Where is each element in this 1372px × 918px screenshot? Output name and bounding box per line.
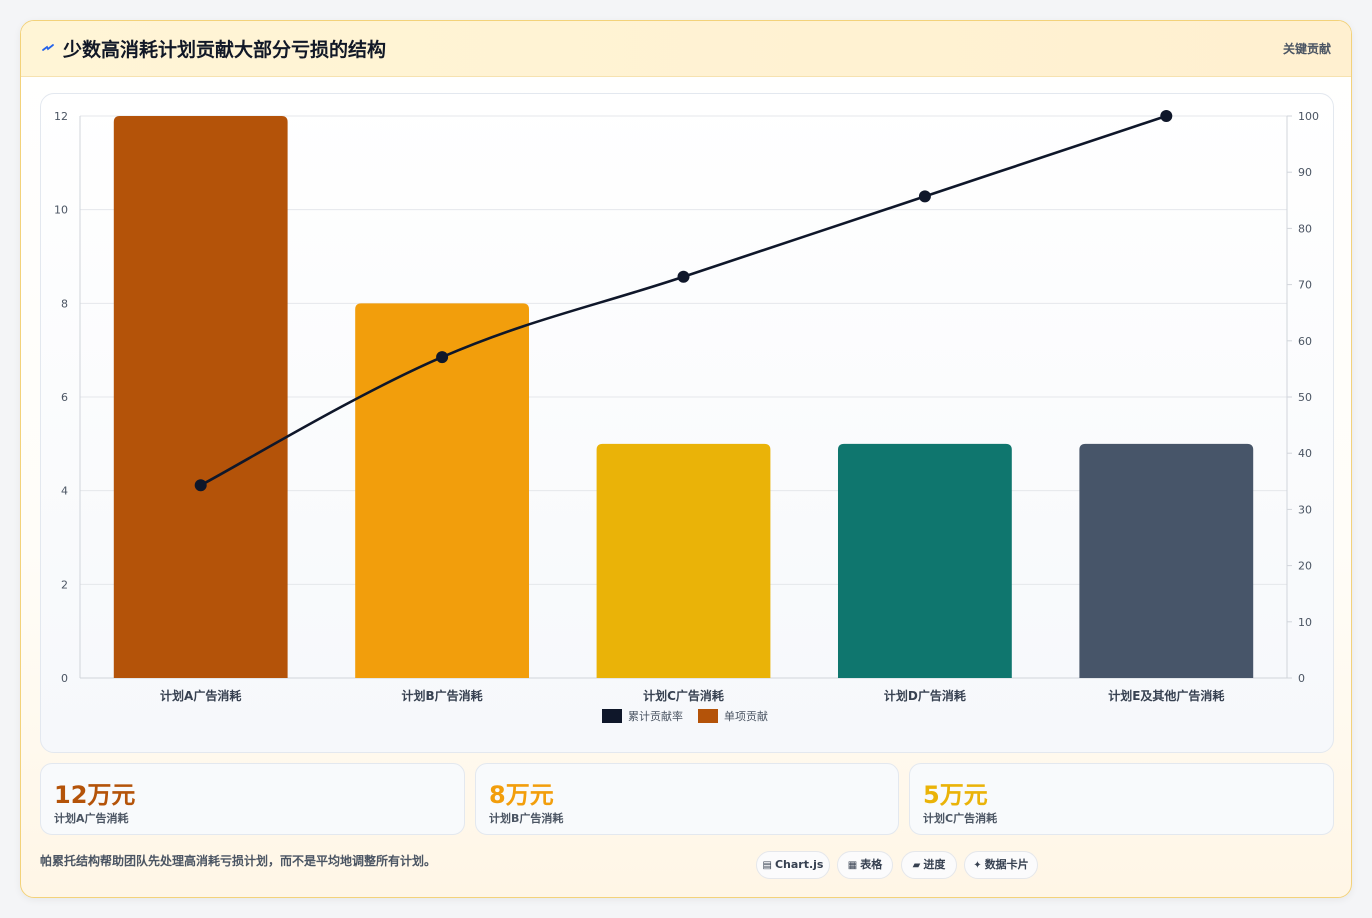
x-tick-label: 计划B广告消耗 [402, 688, 483, 703]
y-tick-label: 2 [61, 578, 68, 591]
legend-label: 累计贡献率 [628, 709, 683, 723]
y2-tick-label: 70 [1298, 279, 1312, 292]
bar [1079, 443, 1254, 678]
cumulative-point [194, 479, 207, 492]
sparkle-icon: ✦ [973, 860, 982, 871]
chip-label: 进度 [923, 858, 946, 871]
stat-value: 5万元 [923, 781, 988, 809]
cumulative-point [1160, 110, 1173, 122]
key-contribution-tag: 关键贡献 [1282, 42, 1331, 56]
stat-label: 计划B广告消耗 [489, 812, 564, 825]
chart-panel: 0 2 4 6 8 10 12 0 10 20 30 40 50 60 70 80 90 100 计划A广告消耗 计划… [40, 93, 1334, 753]
y-tick-label: 6 [61, 391, 68, 404]
x-tick-label: 计划D广告消耗 [884, 688, 966, 703]
chip-chartjs[interactable]: ▤ Chart.js [756, 851, 830, 879]
stat-label: 计划C广告消耗 [923, 812, 998, 825]
y2-tick-label: 40 [1298, 447, 1312, 460]
legend-swatch [698, 709, 718, 723]
y-tick-label: 8 [61, 297, 68, 310]
y2-tick-label: 10 [1298, 616, 1312, 629]
progress-icon: ▰ [912, 860, 921, 871]
y-tick-label: 4 [61, 485, 68, 498]
chip-progress[interactable]: ▰ 进度 [901, 851, 957, 879]
table-icon: ▦ [847, 860, 858, 871]
stat-value: 12万元 [54, 781, 136, 809]
stat-value: 8万元 [489, 781, 554, 809]
bar [113, 116, 288, 678]
card-header: 少数高消耗计划贡献大部分亏损的结构 关键贡献 [21, 21, 1351, 77]
footnote: 帕累托结构帮助团队先处理高消耗亏损计划，而不是平均地调整所有计划。 [40, 854, 437, 868]
pareto-card: 少数高消耗计划贡献大部分亏损的结构 关键贡献 0 2 4 6 8 10 12 0 10 20 30 4… [20, 20, 1352, 898]
bar [355, 303, 530, 678]
stat-card-a: 12万元 计划A广告消耗 [40, 763, 465, 835]
chip-label: 表格 [860, 858, 883, 871]
bar [596, 443, 771, 678]
cumulative-point [436, 351, 449, 364]
chip-table[interactable]: ▦ 表格 [837, 851, 893, 879]
cumulative-point [677, 270, 690, 283]
cumulative-point [918, 190, 931, 203]
x-tick-label: 计划C广告消耗 [643, 688, 724, 703]
legend-label: 单项贡献 [724, 709, 768, 723]
x-tick-label: 计划A广告消耗 [160, 688, 241, 703]
y2-tick-label: 100 [1298, 110, 1319, 123]
bar [837, 443, 1012, 678]
lightning-bolt-icon [42, 44, 54, 51]
chart-icon: ▤ [762, 860, 772, 871]
y2-tick-label: 30 [1298, 503, 1312, 516]
chip-data-card[interactable]: ✦ 数据卡片 [964, 851, 1038, 879]
y2-tick-label: 90 [1298, 166, 1312, 179]
y-tick-label: 10 [54, 204, 68, 217]
y-tick-label: 0 [61, 672, 68, 685]
pareto-chart: 0 2 4 6 8 10 12 0 10 20 30 40 50 60 70 80 90 100 计划A广告消耗 计划… [54, 110, 1319, 723]
chart-title: 少数高消耗计划贡献大部分亏损的结构 [63, 39, 387, 61]
y2-tick-label: 80 [1298, 222, 1312, 235]
y2-tick-label: 0 [1298, 672, 1305, 685]
cumulative-line [200, 114, 1167, 487]
y-tick-label: 12 [54, 110, 68, 123]
chip-label: 数据卡片 [984, 858, 1029, 871]
x-tick-label: 计划E及其他广告消耗 [1108, 688, 1224, 703]
stat-label: 计划A广告消耗 [54, 812, 129, 825]
y2-tick-label: 60 [1298, 335, 1312, 348]
legend-swatch [602, 709, 622, 723]
y2-tick-label: 20 [1298, 560, 1312, 573]
chip-label: Chart.js [774, 858, 824, 871]
stat-card-c: 5万元 计划C广告消耗 [909, 763, 1334, 835]
stat-card-b: 8万元 计划B广告消耗 [475, 763, 899, 835]
y2-tick-label: 50 [1298, 391, 1312, 404]
